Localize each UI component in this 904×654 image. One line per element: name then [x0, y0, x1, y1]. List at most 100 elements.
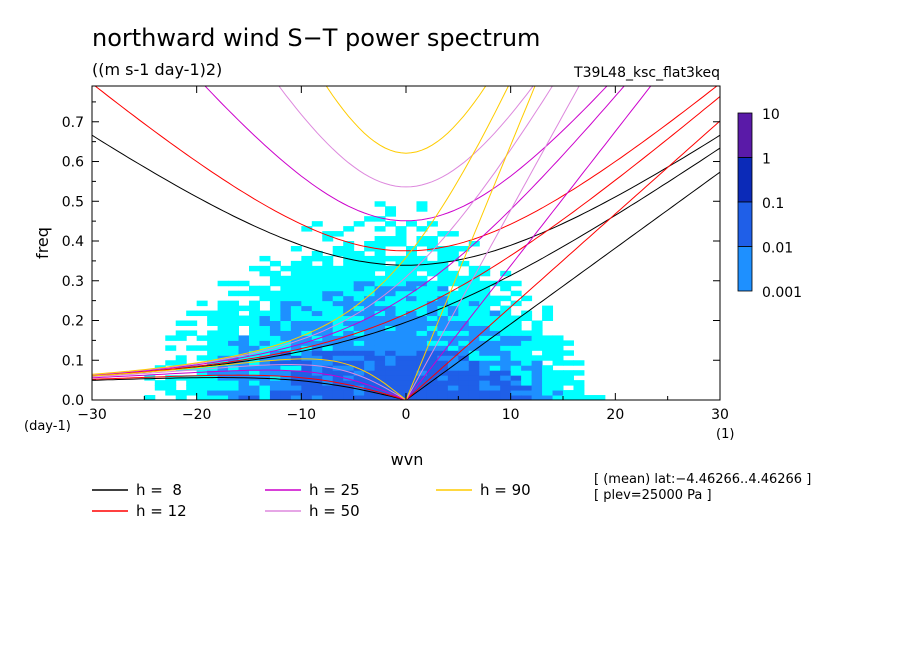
heat-cell [175, 330, 187, 336]
heat-cell [395, 340, 407, 346]
heat-cell [322, 375, 334, 381]
heat-cell [364, 265, 376, 272]
heat-cell [374, 320, 386, 326]
y-tick-label: 0.2 [62, 314, 84, 330]
heat-cell [343, 375, 355, 381]
heat-cell [301, 350, 313, 356]
heat-cell [395, 305, 407, 312]
heat-cell [385, 310, 397, 317]
heat-cell [374, 310, 386, 317]
heat-cell [447, 231, 459, 237]
heat-cell [332, 375, 344, 381]
heat-cell [437, 335, 449, 341]
heat-cell [311, 305, 323, 312]
heat-cell [573, 385, 585, 391]
heat-cell [416, 325, 428, 331]
heat-cell [416, 265, 428, 272]
heat-cell [374, 325, 386, 331]
heat-cell [395, 270, 407, 277]
heat-cell [249, 390, 260, 396]
heat-cell [542, 310, 554, 317]
heat-cell [468, 320, 480, 326]
heat-cell [416, 390, 428, 396]
heat-cell [395, 350, 407, 356]
heat-cell [259, 285, 271, 292]
heat-cell [416, 290, 428, 297]
heat-cell [500, 370, 512, 376]
gravity-curve-h50 [278, 86, 534, 188]
heat-cell [238, 315, 250, 322]
heat-cell [186, 390, 198, 396]
heat-cell [468, 390, 480, 396]
heat-cell [510, 325, 522, 331]
heat-cell [196, 300, 208, 307]
heat-cell [343, 370, 355, 376]
heat-cell [343, 355, 355, 361]
heat-cell [228, 315, 240, 322]
heat-cell [280, 330, 292, 336]
heat-cell [238, 395, 250, 400]
heat-cell [290, 260, 302, 267]
heat-cell [301, 380, 313, 386]
mrg-curve-h25 [92, 86, 625, 376]
heat-cell [458, 275, 470, 282]
heat-cell [228, 290, 240, 297]
heat-cell [416, 201, 428, 207]
heat-cell [269, 330, 281, 336]
heat-cell [280, 265, 292, 272]
heat-cell [249, 320, 260, 326]
heat-cell [489, 340, 501, 346]
heat-cell [521, 380, 533, 386]
heat-cell [165, 335, 177, 341]
heat-cell [332, 270, 344, 277]
heat-cell [395, 325, 407, 331]
heat-cell [395, 241, 407, 247]
heat-cell [416, 320, 428, 326]
heat-cell [311, 375, 323, 381]
heat-cell [332, 290, 344, 297]
heat-cell [479, 315, 491, 322]
heat-cell [468, 355, 480, 361]
heat-cell [238, 335, 250, 341]
heat-cell [437, 345, 449, 351]
heat-cell [458, 325, 470, 331]
heat-cell [426, 370, 438, 376]
kelvin-curve-h25 [405, 86, 652, 400]
colorbar-swatch [737, 201, 753, 247]
heat-cell [353, 330, 365, 336]
heat-cell [311, 250, 323, 257]
heat-cell [290, 285, 302, 292]
heat-cell [500, 350, 512, 356]
heat-cell [364, 355, 376, 361]
heat-cell [395, 355, 407, 361]
heat-cell [385, 330, 397, 336]
annotation-lat: [ (mean) lat:−4.46266..4.46266 ] [594, 472, 811, 487]
heat-cell [426, 300, 438, 307]
heat-cell [468, 285, 480, 292]
heat-cell [479, 330, 491, 336]
heat-cell [186, 385, 198, 391]
heat-cell [447, 395, 459, 400]
heat-cell [175, 390, 187, 396]
heat-cell [280, 285, 292, 292]
heat-cell [542, 305, 554, 312]
heat-cell [259, 365, 271, 371]
heat-cell [322, 360, 334, 366]
heat-cell [374, 380, 386, 386]
heat-cell [374, 300, 386, 307]
heat-cell [259, 270, 271, 277]
heat-cell [269, 270, 281, 277]
y-axis: 0.0 0.1 0.2 0.3 0.4 0.5 0.6 0.7 [62, 101, 720, 409]
heat-cell [217, 300, 229, 307]
heat-cell [447, 250, 459, 257]
heat-cell [322, 325, 334, 331]
heat-cell [531, 360, 543, 366]
heat-cell [322, 300, 334, 307]
heat-cell [458, 315, 470, 322]
heat-cell [238, 365, 250, 371]
heat-cell [217, 315, 229, 322]
heat-cell [353, 380, 365, 386]
heat-cell [468, 395, 480, 400]
heat-cell [311, 325, 323, 331]
heat-cell [280, 315, 292, 322]
